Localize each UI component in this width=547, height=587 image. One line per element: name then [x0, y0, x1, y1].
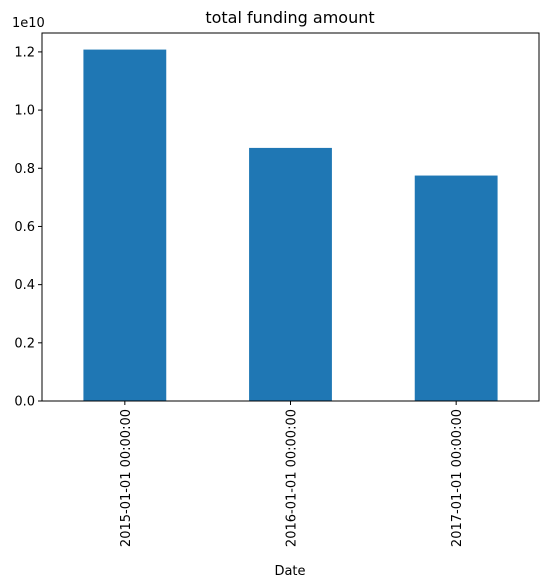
y-tick-label: 0.4 [14, 278, 35, 293]
x-tick-label: 2015-01-01 00:00:00 [119, 409, 134, 547]
y-tick-label: 0.8 [14, 162, 35, 177]
plot-frame [41, 32, 540, 402]
y-tick-label: 0.6 [14, 220, 35, 235]
y-tick-label: 1.0 [14, 104, 35, 119]
chart-title: total funding amount [205, 8, 374, 27]
bar [83, 49, 167, 401]
x-tick-label: 2017-01-01 00:00:00 [450, 409, 465, 547]
y-scale-label: 1e10 [12, 16, 45, 31]
y-tick-label: 1.2 [14, 45, 35, 60]
y-axis-ticks: 0.0 0.2 0.4 0.6 0.8 1.0 1.2 [14, 45, 42, 410]
x-axis-label: Date [274, 564, 305, 579]
y-tick-label: 0.0 [14, 395, 35, 410]
x-tick-label: 2016-01-01 00:00:00 [285, 409, 300, 547]
x-axis-ticks: 2015-01-01 00:00:00 2016-01-01 00:00:00 20… [119, 401, 465, 547]
bars-group [83, 49, 498, 401]
bar [249, 147, 332, 401]
y-tick-label: 0.2 [14, 336, 35, 351]
bar [414, 175, 498, 401]
